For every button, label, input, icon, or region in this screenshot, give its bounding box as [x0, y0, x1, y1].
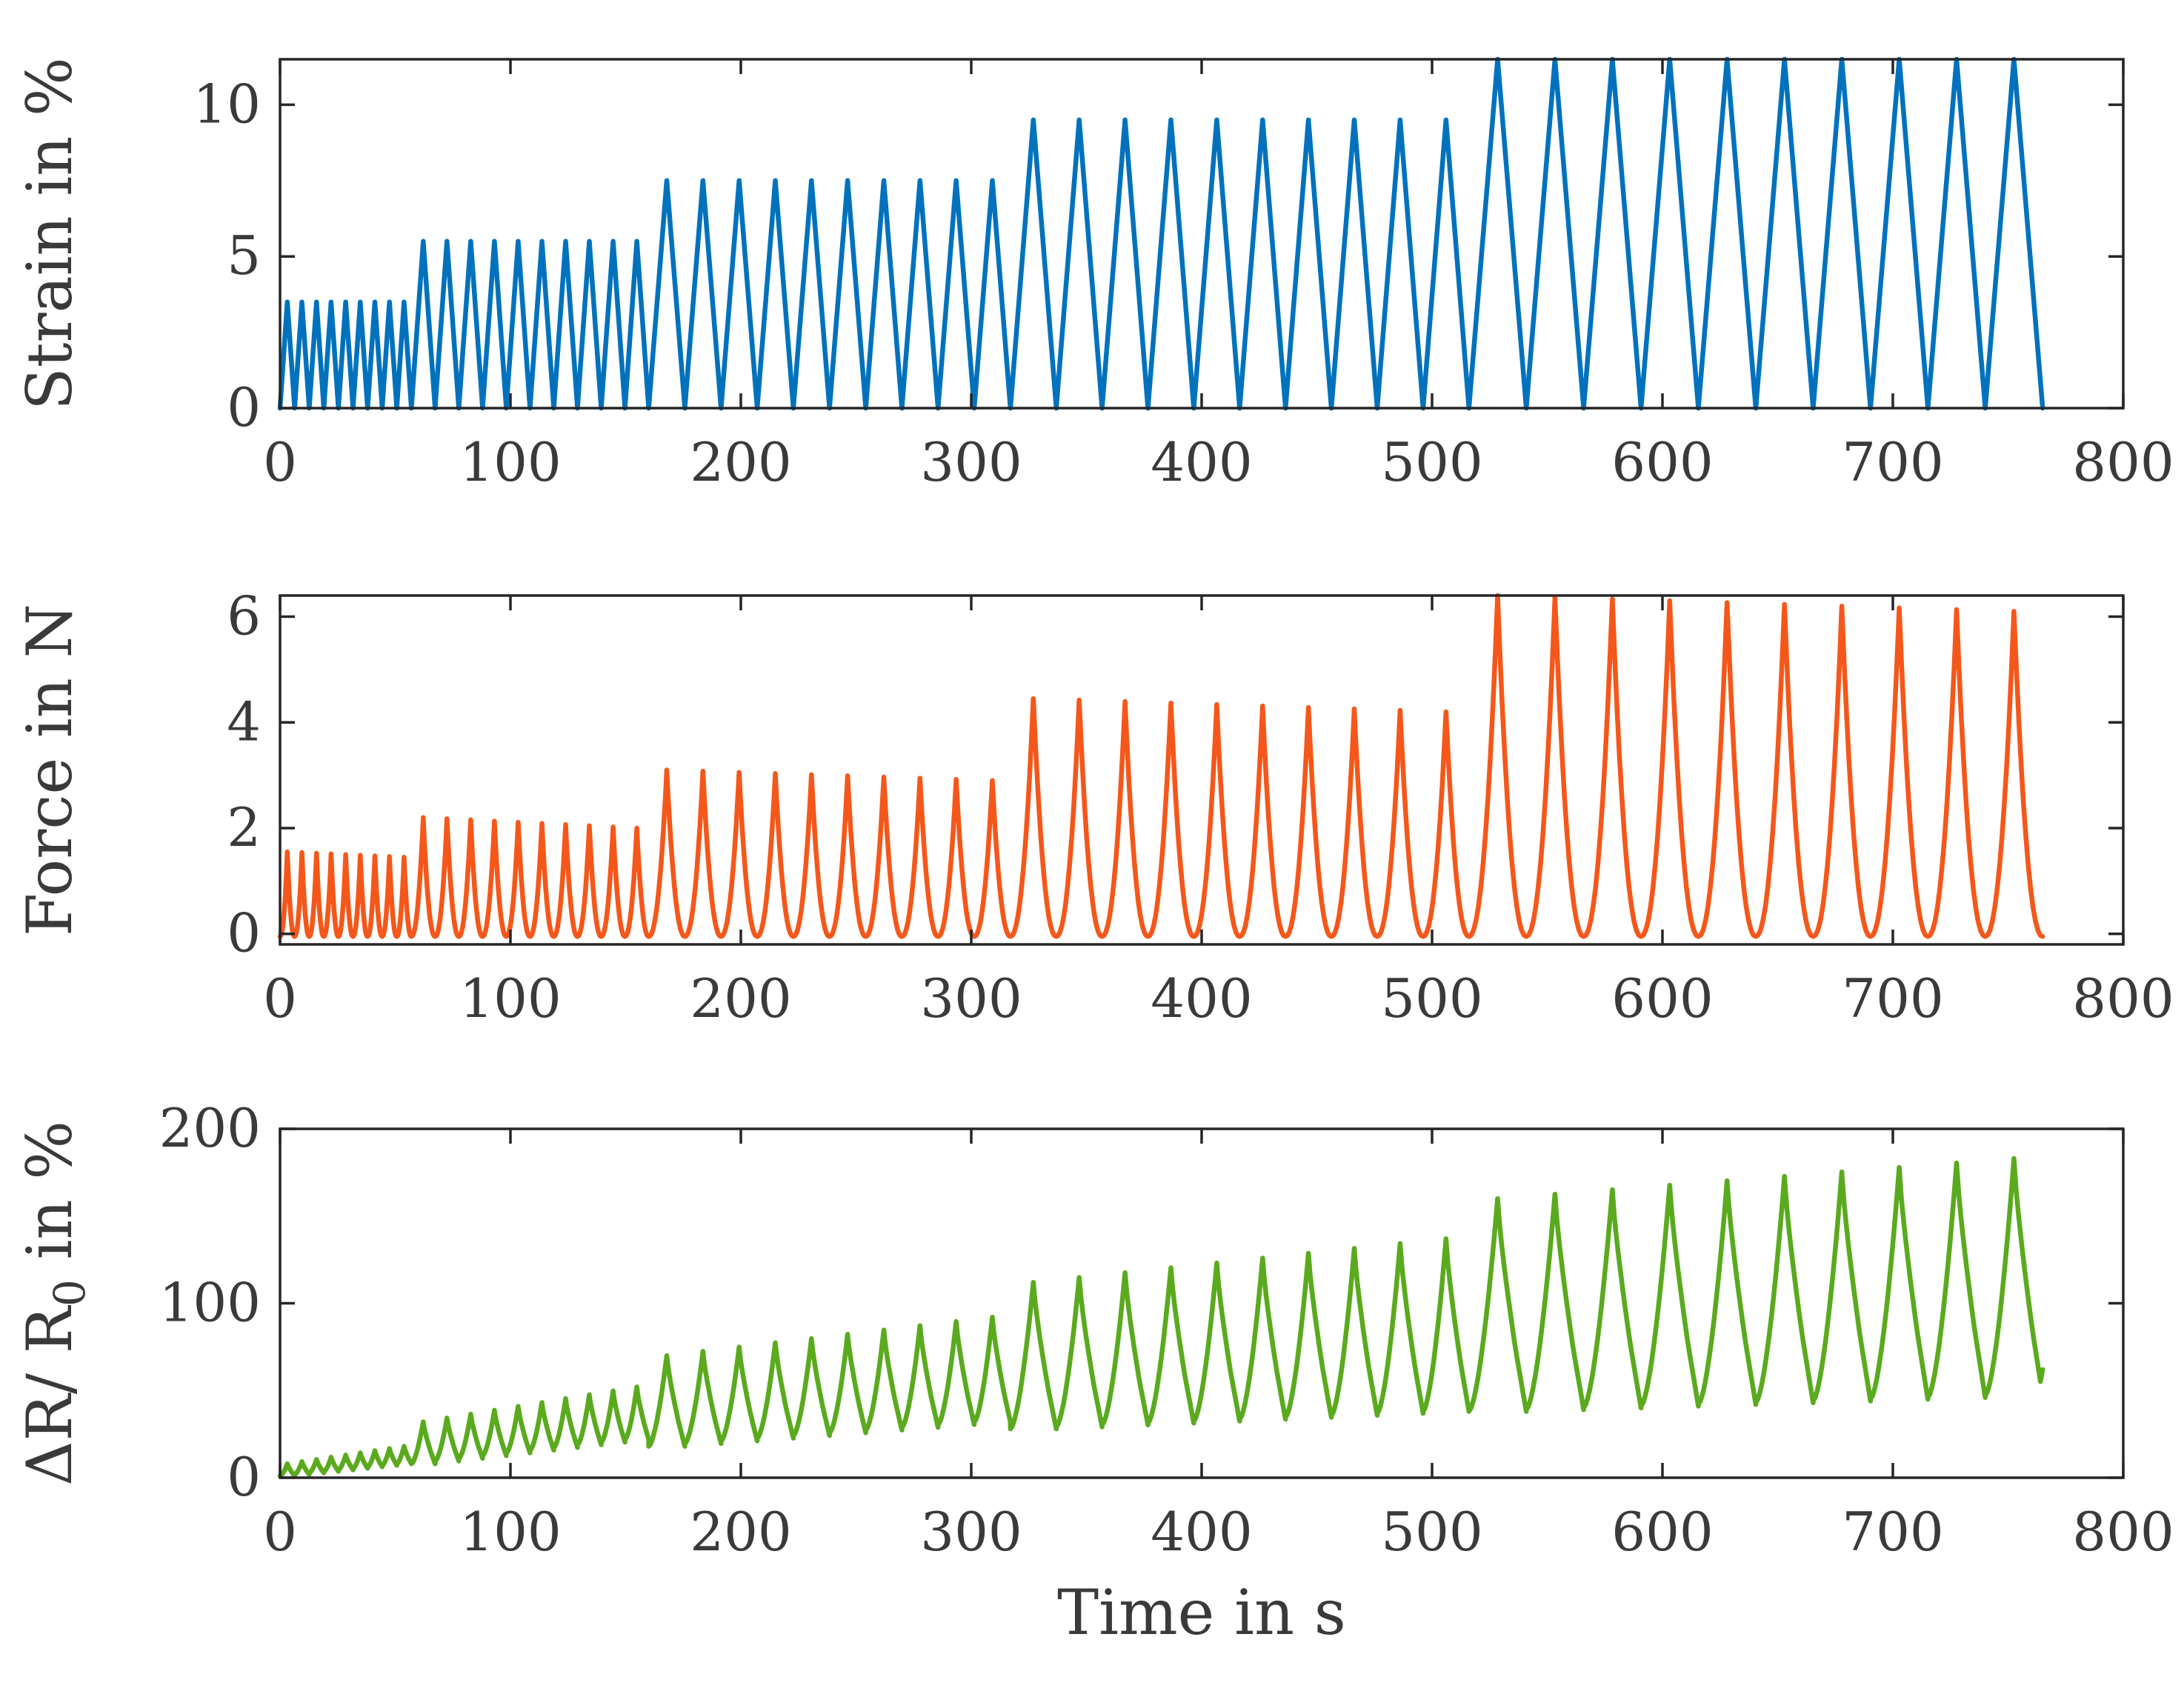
- x-tick-label: 0: [263, 1501, 297, 1563]
- strain-x-tick-labels: 0 100 200 300 400 500 600 700 800: [263, 431, 2174, 493]
- x-tick-label: 500: [1381, 1501, 1482, 1563]
- x-tick-label: 400: [1151, 1501, 1252, 1563]
- x-tick-label: 400: [1151, 431, 1252, 493]
- x-tick-label: 800: [2072, 431, 2174, 493]
- ylabel-subscript: 0: [44, 1279, 95, 1307]
- force-y-axis-label: Force in N: [13, 604, 86, 936]
- y-tick-label: 0: [227, 1446, 261, 1508]
- x-tick-label: 700: [1842, 1501, 1943, 1563]
- x-tick-label: 100: [459, 967, 561, 1030]
- x-tick-label: 800: [2072, 967, 2174, 1030]
- x-tick-label: 600: [1611, 1501, 1713, 1563]
- resistance-x-tick-labels: 0 100 200 300 400 500 600 700 800: [263, 1501, 2174, 1563]
- resistance-panel: 0 100 200 300 400 500 600 700 800 0 100 …: [13, 1097, 2174, 1649]
- force-series-line: [277, 593, 2045, 939]
- x-tick-label: 700: [1842, 431, 1943, 493]
- force-panel: 0 100 200 300 400 500 600 700 800 0 2 4 …: [13, 585, 2174, 1030]
- ylabel-tail: in %: [13, 1121, 86, 1279]
- resistance-ticks: [279, 1127, 2125, 1479]
- force-x-tick-labels: 0 100 200 300 400 500 600 700 800: [263, 967, 2174, 1030]
- y-tick-label: 4: [227, 690, 261, 753]
- strain-y-tick-labels: 0 5 10: [193, 73, 261, 438]
- x-tick-label: 100: [459, 1501, 561, 1563]
- resistance-y-tick-labels: 0 100 200: [159, 1097, 261, 1508]
- x-tick-label: 200: [690, 967, 791, 1030]
- y-tick-label: 0: [227, 376, 261, 438]
- strain-y-axis-label: Strain in %: [13, 57, 86, 410]
- x-tick-label: 300: [920, 1501, 1022, 1563]
- x-tick-label: 200: [690, 1501, 791, 1563]
- x-tick-label: 300: [920, 967, 1022, 1030]
- x-tick-label: 100: [459, 431, 561, 493]
- x-tick-label: 800: [2072, 1501, 2174, 1563]
- y-tick-label: 0: [227, 902, 261, 964]
- y-tick-label: 10: [193, 73, 261, 135]
- force-axes-frame: [279, 594, 2125, 946]
- y-tick-label: 6: [227, 585, 261, 647]
- force-y-tick-labels: 0 2 4 6: [227, 585, 261, 964]
- x-tick-label: 600: [1611, 431, 1713, 493]
- x-tick-label: 600: [1611, 967, 1713, 1030]
- x-tick-label: 500: [1381, 431, 1482, 493]
- resistance-series-line: [277, 1156, 2045, 1478]
- x-tick-label: 0: [263, 967, 297, 1030]
- x-tick-label: 0: [263, 431, 297, 493]
- time-x-axis-label: Time in s: [1057, 1576, 1346, 1649]
- force-ticks: [279, 596, 2125, 944]
- x-tick-label: 500: [1381, 967, 1482, 1030]
- y-tick-label: 200: [159, 1097, 261, 1159]
- strain-ticks: [279, 59, 2125, 410]
- x-tick-label: 200: [690, 431, 791, 493]
- ylabel-main: ΔR/ R: [13, 1304, 86, 1486]
- strain-series-line: [277, 56, 2045, 411]
- x-tick-label: 300: [920, 431, 1022, 493]
- x-tick-label: 700: [1842, 967, 1943, 1030]
- resistance-y-axis-label: ΔR/ R0 in %: [13, 1121, 95, 1486]
- y-tick-label: 100: [159, 1272, 261, 1334]
- strain-panel: 0 100 200 300 400 500 600 700 800 0 5 10…: [13, 56, 2174, 493]
- y-tick-label: 2: [227, 796, 261, 858]
- resistance-axes-frame: [279, 1127, 2125, 1479]
- y-tick-label: 5: [227, 224, 261, 287]
- x-tick-label: 400: [1151, 967, 1252, 1030]
